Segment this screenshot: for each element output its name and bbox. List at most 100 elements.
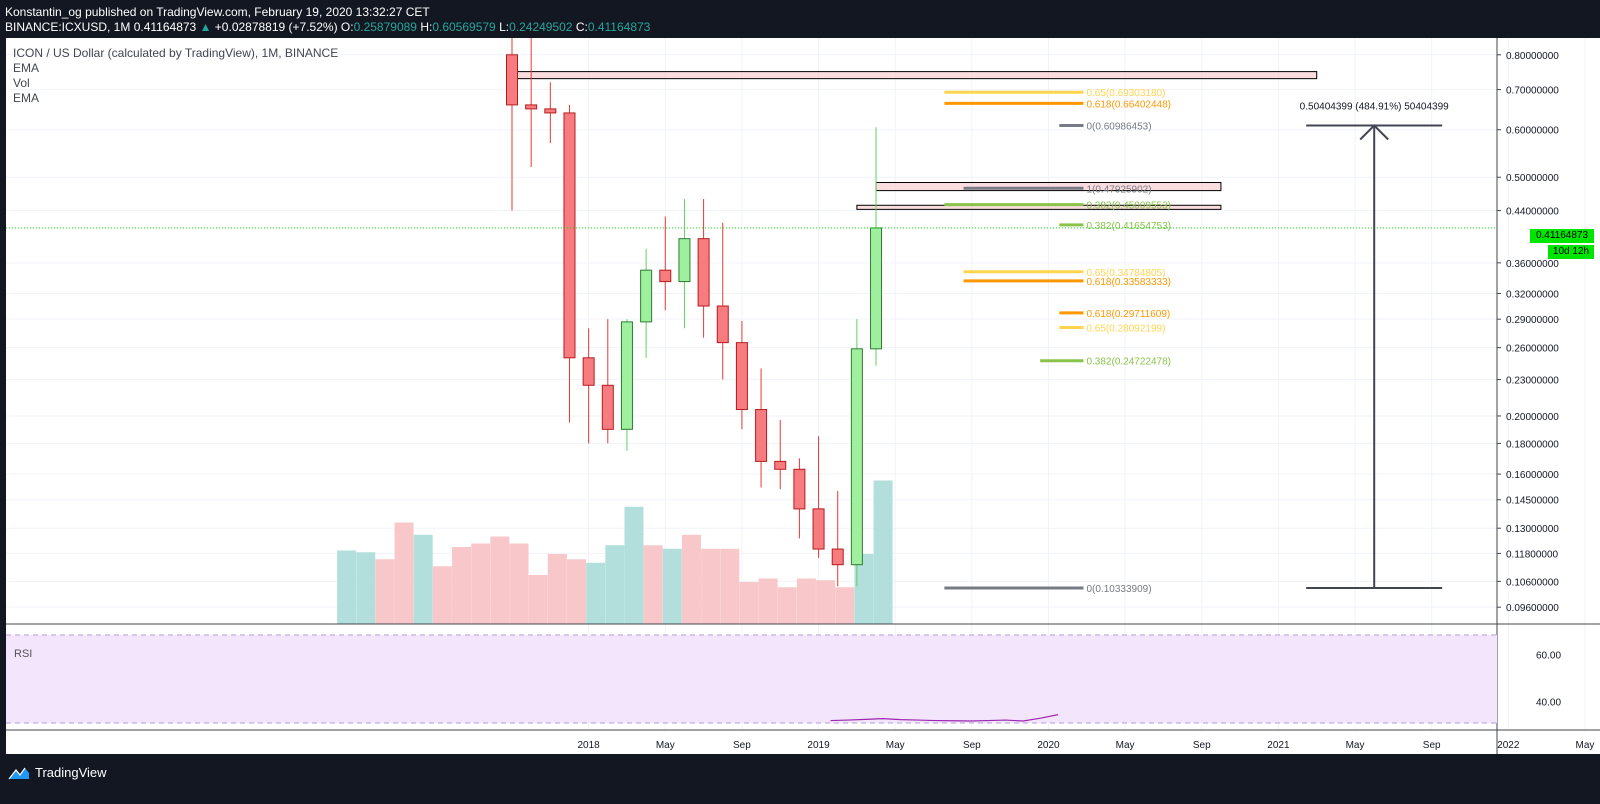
price-axis-label: 0.26000000 bbox=[1506, 344, 1559, 355]
last-price: 0.41164873 bbox=[133, 20, 197, 34]
candle-body bbox=[831, 548, 844, 566]
volume-bar bbox=[394, 522, 414, 624]
candle-body bbox=[774, 460, 787, 470]
price-axis-label: 0.10600000 bbox=[1506, 577, 1559, 588]
volume-bar bbox=[758, 578, 778, 624]
fib-level-label: 0.618(0.66402448) bbox=[1086, 99, 1171, 110]
volume-bar bbox=[432, 566, 452, 624]
price-axis-label: 0.36000000 bbox=[1506, 259, 1559, 270]
candle-body bbox=[850, 348, 863, 566]
candle-body bbox=[870, 227, 883, 350]
brand-label: TradingView bbox=[35, 765, 107, 780]
time-axis-label: May bbox=[1576, 740, 1595, 751]
candle-body bbox=[735, 342, 748, 411]
tradingview-logo-icon bbox=[8, 767, 29, 779]
volume-bars bbox=[337, 480, 893, 624]
chart-legend: ICON / US Dollar (calculated by TradingV… bbox=[13, 46, 338, 106]
chart-area[interactable]: 0.65(0.69303180) 0.618(0.66402448) 0(0.609… bbox=[6, 38, 1600, 754]
current-price-tag: 0.41164873 bbox=[1530, 229, 1594, 243]
candle-body bbox=[525, 104, 538, 110]
time-axis-label: Sep bbox=[1423, 740, 1441, 751]
footer-bar: TradingView bbox=[0, 756, 1600, 804]
legend-ema-2[interactable]: EMA bbox=[13, 91, 40, 105]
volume-bar bbox=[720, 548, 740, 624]
candle-body bbox=[544, 108, 557, 114]
candle-body bbox=[716, 305, 729, 344]
change-arrow-icon: ▲ bbox=[199, 20, 212, 34]
time-axis-label: 2021 bbox=[1267, 740, 1290, 751]
volume-bar bbox=[356, 552, 376, 624]
high-label: H: bbox=[420, 20, 433, 34]
resistance-zone bbox=[511, 71, 1318, 80]
price-change: +0.02878819 (+7.52%) bbox=[214, 20, 338, 34]
volume-bar bbox=[681, 534, 701, 624]
legend-vol[interactable]: Vol bbox=[13, 76, 30, 90]
volume-bar bbox=[337, 550, 357, 624]
time-axis-label: Sep bbox=[733, 740, 751, 751]
volume-bar bbox=[796, 578, 816, 624]
candle-body bbox=[697, 238, 710, 307]
volume-bar bbox=[873, 480, 893, 624]
rsi-label[interactable]: RSI bbox=[14, 648, 33, 660]
time-axis-label: 2020 bbox=[1037, 740, 1060, 751]
candle-body bbox=[678, 238, 691, 283]
fib-level-label: 0.65(0.34784805) bbox=[1086, 268, 1165, 279]
candle-body bbox=[601, 384, 614, 430]
price-axis-label: 0.50000000 bbox=[1506, 173, 1559, 184]
close-label: C: bbox=[575, 20, 588, 34]
volume-bar bbox=[643, 545, 663, 624]
rsi-axis-label: 60.00 bbox=[1536, 650, 1561, 661]
volume-bar bbox=[854, 554, 874, 624]
time-axis-label: May bbox=[886, 740, 905, 751]
open-value: 0.25879089 bbox=[353, 20, 417, 34]
candle-body bbox=[620, 321, 633, 430]
symbol-label: BINANCE:ICXUSD, 1M bbox=[5, 20, 131, 34]
fib-level-label: 0(0.60986453) bbox=[1086, 121, 1151, 132]
publish-header: Konstantin_og published on TradingView.c… bbox=[0, 0, 1600, 38]
publisher-line: Konstantin_og published on TradingView.c… bbox=[5, 5, 430, 19]
volume-bar bbox=[816, 580, 836, 624]
legend-ema-1[interactable]: EMA bbox=[13, 61, 40, 75]
fib-level-label: 0.382(0.41654753) bbox=[1086, 221, 1171, 232]
time-axis-label: May bbox=[1346, 740, 1365, 751]
candle-body bbox=[563, 112, 576, 359]
volume-bar bbox=[701, 548, 721, 624]
volume-bar bbox=[528, 575, 548, 624]
fib-level-label: 1(0.47925902) bbox=[1086, 184, 1151, 195]
volume-bar bbox=[777, 587, 797, 624]
tradingview-brand[interactable]: TradingView bbox=[8, 765, 107, 780]
high-value: 0.60569579 bbox=[432, 20, 496, 34]
grid-lines bbox=[6, 38, 1586, 730]
measure-label: 0.50404399 (484.91%) 50404399 bbox=[1300, 101, 1449, 112]
price-axis-label: 0.70000000 bbox=[1506, 86, 1559, 97]
rsi-axis-label: 40.00 bbox=[1536, 698, 1561, 709]
candles bbox=[506, 38, 883, 587]
fib-level-label: 0.65(0.69303180) bbox=[1086, 88, 1165, 99]
volume-bar bbox=[835, 587, 855, 624]
fib-level-label: 0.382(0.45009553) bbox=[1086, 201, 1171, 212]
measure-arrowhead bbox=[1359, 124, 1389, 141]
candle-body bbox=[506, 54, 518, 106]
fib-level-label: 0.382(0.24722478) bbox=[1086, 357, 1171, 368]
volume-bar bbox=[375, 559, 395, 624]
volume-bar bbox=[509, 543, 529, 624]
volume-bar bbox=[452, 547, 472, 624]
fib-level-label: 0.65(0.28092199) bbox=[1086, 323, 1165, 334]
low-label: L: bbox=[499, 20, 510, 34]
price-axis-label: 0.13000000 bbox=[1506, 524, 1559, 535]
legend-title[interactable]: ICON / US Dollar (calculated by TradingV… bbox=[13, 46, 339, 60]
volume-bar bbox=[413, 534, 433, 624]
volume-bar bbox=[739, 582, 759, 624]
time-axis-label: May bbox=[1116, 740, 1135, 751]
ohlc-line: BINANCE:ICXUSD, 1M 0.41164873 ▲ +0.02878… bbox=[5, 20, 650, 34]
candle-body bbox=[755, 409, 768, 462]
price-chart[interactable]: 0.65(0.69303180)0.618(0.66402448) 0(0.609… bbox=[6, 38, 1600, 754]
candle-body bbox=[659, 269, 672, 283]
close-value: 0.41164873 bbox=[587, 20, 651, 34]
price-axis-label: 0.14500000 bbox=[1506, 496, 1559, 507]
low-value: 0.24249502 bbox=[509, 20, 573, 34]
price-axis-label: 0.09600000 bbox=[1506, 603, 1559, 614]
fib-level-label: 0.618(0.29711609) bbox=[1086, 309, 1170, 320]
volume-bar bbox=[547, 554, 567, 624]
price-axis-label: 0.16000000 bbox=[1506, 470, 1559, 481]
